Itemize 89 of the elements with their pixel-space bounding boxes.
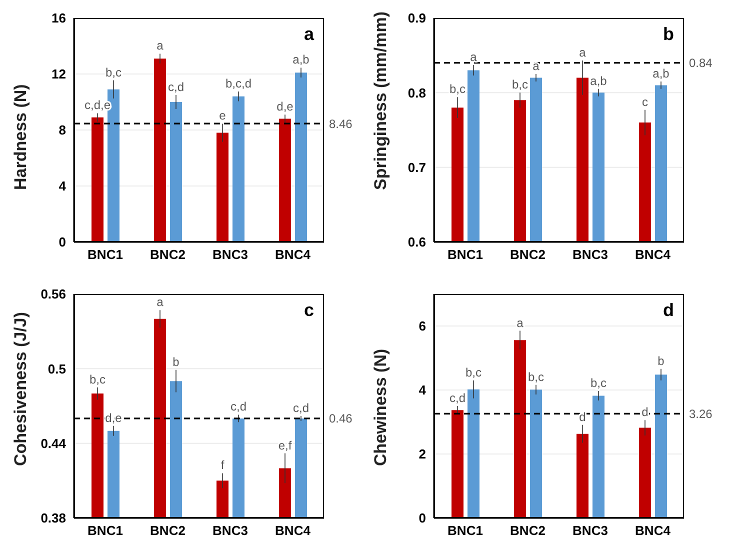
data-label: b,c (512, 78, 528, 92)
bar (639, 428, 651, 518)
data-label: f (220, 458, 225, 472)
y-axis-title: Chewiness (N) (371, 348, 390, 466)
data-label: b,c (89, 372, 106, 386)
x-tick-label: BNC1 (448, 247, 483, 262)
data-label: d,e (276, 100, 294, 114)
y-tick-label: 0.8 (408, 85, 426, 100)
data-label: e (219, 108, 226, 123)
annotation: d (663, 300, 674, 321)
x-tick-label: BNC3 (572, 247, 608, 262)
data-label: e,f (278, 438, 292, 452)
data-label: d (579, 410, 586, 424)
data-label: b,c (465, 365, 482, 380)
bar (232, 96, 244, 242)
bar (279, 118, 291, 242)
bar (576, 434, 588, 518)
y-tick-label: 0.9 (408, 10, 426, 26)
data-label: b,c (590, 376, 607, 390)
y-axis-title: Hardness (N) (11, 84, 30, 190)
x-tick-label: BNC3 (212, 523, 248, 538)
x-tick-label: BNC4 (635, 523, 672, 538)
bar (154, 58, 166, 242)
y-tick-label: 0.7 (408, 160, 426, 175)
data-label: c (642, 94, 648, 109)
annotation: b (663, 24, 674, 45)
bar (452, 410, 464, 518)
data-label: b,c,d (225, 76, 252, 90)
x-tick-label: BNC2 (510, 523, 546, 538)
annotation: a (304, 24, 314, 45)
x-tick-label: BNC4 (275, 247, 312, 262)
data-label: a,b (652, 66, 670, 80)
y-tick-label: 0.6 (408, 234, 426, 250)
data-label: b,c (449, 82, 466, 96)
data-label: a (470, 50, 478, 64)
data-label: c,d (449, 391, 466, 405)
y-tick-label: 0.44 (40, 436, 67, 451)
x-tick-label: BNC2 (510, 247, 546, 262)
data-label: b (658, 354, 665, 368)
y-tick-label: 2 (418, 446, 426, 462)
y-tick-label: 16 (52, 10, 66, 26)
bar (514, 340, 526, 518)
x-tick-label: BNC2 (150, 523, 186, 538)
data-label: a (516, 316, 524, 330)
ref-line-label: 8.46 (329, 116, 353, 131)
annotation: c (304, 300, 314, 321)
y-axis-title: Springiness (mm/mm) (371, 11, 390, 190)
x-tick-label: BNC2 (150, 247, 186, 262)
ref-line-label: 0.46 (329, 412, 353, 426)
data-label: a,b (292, 52, 310, 67)
data-label: c,d (168, 80, 184, 94)
y-tick-label: 0.38 (40, 510, 66, 526)
data-label: a (156, 295, 164, 310)
y-tick-label: 6 (418, 318, 426, 334)
y-tick-label: 0 (58, 234, 66, 250)
x-tick-label: BNC1 (448, 523, 483, 538)
x-tick-label: BNC4 (635, 247, 672, 262)
x-tick-label: BNC1 (88, 247, 123, 262)
ref-line-label: 0.84 (689, 56, 713, 70)
y-tick-label: 12 (52, 66, 66, 82)
data-label: b,c (528, 370, 544, 384)
ref-line-label: 3.26 (689, 406, 713, 421)
x-tick-label: BNC1 (88, 523, 123, 538)
bar (216, 132, 228, 242)
y-tick-label: 4 (58, 178, 67, 194)
data-label: b (172, 354, 180, 369)
bar (468, 389, 480, 518)
data-label: c,d (230, 400, 247, 414)
bar (295, 72, 307, 242)
y-tick-label: 0.56 (40, 286, 66, 302)
x-tick-label: BNC3 (212, 247, 248, 262)
y-tick-label: 8 (58, 122, 66, 138)
bar (170, 102, 182, 242)
data-label: a (579, 46, 586, 60)
data-label: c,d (292, 400, 310, 415)
y-axis-title: Cohesiveness (J/J) (11, 312, 30, 466)
bar (655, 374, 667, 518)
y-tick-label: 0 (418, 510, 426, 526)
x-tick-label: BNC3 (572, 523, 608, 538)
bar (592, 396, 604, 518)
data-label: a (156, 38, 164, 53)
y-tick-label: 0.5 (48, 361, 66, 376)
bar (530, 390, 542, 518)
y-tick-label: 4 (418, 382, 427, 398)
x-tick-label: BNC4 (275, 523, 312, 538)
data-label: a (532, 59, 540, 73)
data-label: a,b (590, 74, 608, 88)
bar (92, 117, 104, 242)
data-label: b,c (105, 65, 122, 80)
